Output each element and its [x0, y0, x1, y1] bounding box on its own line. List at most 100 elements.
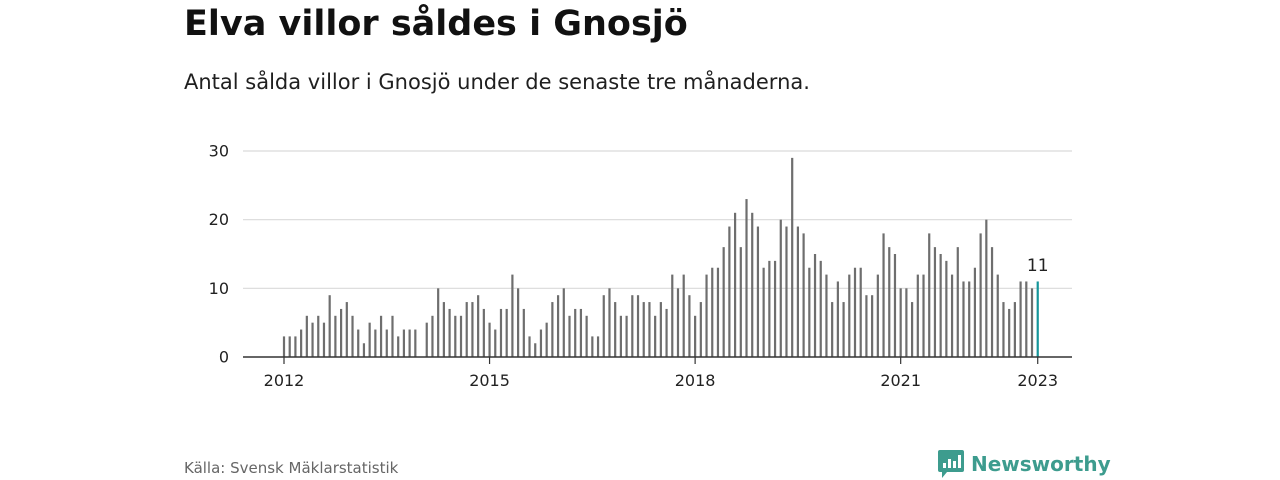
bar	[459, 315, 463, 357]
bar	[522, 308, 525, 357]
bar	[534, 343, 537, 357]
bar	[1008, 308, 1011, 357]
bar	[596, 336, 600, 357]
bar	[665, 308, 668, 357]
bar	[568, 315, 571, 357]
bar	[733, 212, 737, 357]
bar	[442, 302, 445, 357]
bar	[625, 315, 628, 357]
bar	[842, 302, 845, 357]
bar	[511, 274, 514, 357]
bar	[551, 302, 554, 357]
bar	[682, 274, 685, 357]
bar	[716, 267, 720, 357]
bar	[448, 308, 451, 357]
bar	[294, 336, 297, 357]
bar	[996, 274, 999, 357]
bar	[796, 226, 799, 357]
bar	[882, 233, 885, 357]
bar	[973, 267, 977, 357]
bar	[785, 226, 788, 357]
bar	[773, 260, 777, 357]
bar	[385, 329, 388, 357]
bar	[831, 302, 834, 357]
bar	[905, 288, 908, 357]
bar	[494, 329, 497, 357]
bar	[705, 274, 708, 357]
bar	[340, 308, 343, 357]
x-tick-label: 2018	[675, 371, 716, 390]
newsworthy-logo-icon	[938, 450, 964, 478]
bar	[945, 260, 948, 357]
x-tick-label: 2023	[1017, 371, 1058, 390]
bar	[574, 308, 577, 357]
bar	[539, 329, 543, 357]
bar	[328, 295, 331, 357]
bar	[317, 315, 320, 357]
x-tick-label: 2015	[469, 371, 510, 390]
brand-logo[interactable]: Newsworthy	[937, 449, 1111, 479]
bar	[579, 308, 583, 357]
bar	[631, 295, 634, 357]
bar	[351, 315, 354, 357]
bar	[671, 274, 674, 357]
bar	[362, 343, 366, 357]
bar	[711, 267, 714, 357]
source-note: Källa: Svensk Mäklarstatistik	[184, 459, 399, 477]
y-tick-label: 30	[209, 142, 229, 161]
highlight-value-label: 11	[1027, 256, 1049, 276]
bar	[454, 315, 457, 357]
bar	[391, 315, 394, 357]
bar	[414, 329, 417, 357]
bar	[962, 281, 965, 357]
bar	[1013, 302, 1016, 357]
bar	[762, 267, 765, 357]
x-tick-label: 2021	[880, 371, 921, 390]
highlight-bar	[1036, 281, 1039, 357]
bar	[282, 336, 286, 357]
bar	[916, 274, 919, 357]
bar	[694, 315, 697, 357]
bar	[928, 233, 931, 357]
bar	[397, 336, 400, 357]
bar	[288, 336, 291, 357]
bar	[636, 295, 640, 357]
bar	[836, 281, 839, 357]
bar	[779, 219, 782, 357]
bar	[676, 288, 680, 357]
bar	[642, 302, 645, 357]
bar	[300, 329, 303, 357]
bar	[939, 254, 942, 357]
y-tick-label: 0	[219, 348, 229, 367]
bar	[1002, 302, 1005, 357]
bar	[739, 247, 742, 357]
bar	[979, 233, 982, 357]
bar	[465, 302, 468, 357]
y-tick-label: 10	[209, 279, 229, 298]
bar	[437, 288, 440, 357]
bar	[876, 274, 879, 357]
bar	[374, 329, 377, 357]
bar	[911, 302, 914, 357]
bar	[899, 288, 902, 357]
bar	[1025, 281, 1028, 357]
bar	[813, 254, 817, 357]
bar	[585, 315, 588, 357]
bar	[477, 295, 480, 357]
bar	[471, 302, 474, 357]
bar	[659, 302, 662, 357]
bar	[848, 274, 851, 357]
bar	[1019, 281, 1022, 357]
bar	[756, 226, 760, 357]
bar	[1030, 288, 1034, 357]
bar	[614, 302, 617, 357]
bar	[859, 267, 862, 357]
bar	[751, 212, 754, 357]
bar	[648, 302, 651, 357]
bar	[888, 247, 891, 357]
chart-subtitle: Antal sålda villor i Gnosjö under de sen…	[184, 70, 810, 94]
bar	[819, 260, 822, 357]
bar-chart: 0 10 20 30 2012 2015 2018 2021 2023 11	[209, 142, 1072, 390]
bar	[922, 274, 925, 357]
bar	[482, 308, 485, 357]
